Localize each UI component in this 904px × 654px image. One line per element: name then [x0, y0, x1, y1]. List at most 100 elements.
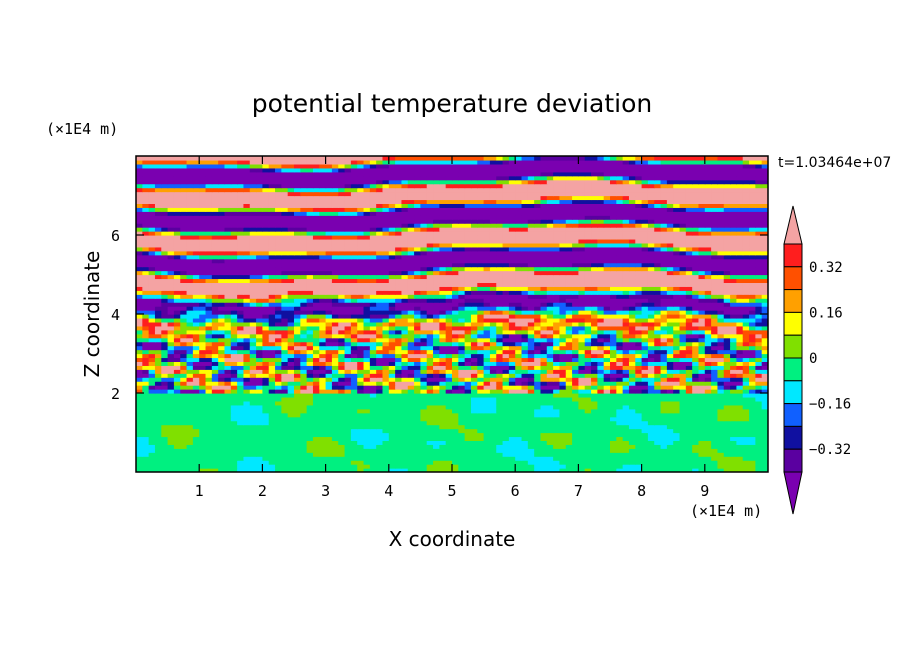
- field-cell: [180, 428, 188, 434]
- field-cell: [256, 345, 263, 351]
- field-cell: [382, 321, 390, 327]
- field-cell: [730, 325, 737, 331]
- field-cell: [458, 274, 466, 280]
- field-cell: [565, 412, 573, 418]
- field-cell: [363, 294, 371, 299]
- field-cell: [275, 456, 282, 461]
- field-cell: [338, 408, 346, 414]
- field-cell: [161, 361, 169, 366]
- field-cell: [256, 468, 263, 472]
- field-cell: [148, 452, 156, 457]
- field-cell: [685, 428, 693, 434]
- field-cell: [553, 306, 561, 311]
- field-cell: [382, 424, 390, 430]
- field-cell: [161, 345, 169, 351]
- field-cell: [673, 294, 681, 299]
- field-cell: [584, 400, 592, 406]
- field-cell: [628, 436, 636, 441]
- field-cell: [489, 377, 497, 382]
- field-cell: [173, 337, 181, 343]
- field-cell: [723, 385, 731, 390]
- field-cell: [628, 428, 636, 434]
- field-cell: [521, 345, 529, 351]
- field-cell: [489, 393, 497, 398]
- field-cell: [711, 460, 719, 465]
- field-cell: [730, 314, 737, 319]
- field-cell: [508, 456, 516, 461]
- field-cell: [666, 393, 674, 398]
- field-cell: [628, 456, 636, 461]
- field-cell: [230, 436, 238, 441]
- field-cell: [673, 278, 681, 283]
- field-cell: [205, 345, 213, 351]
- field-cell: [742, 298, 750, 303]
- field-cell: [319, 365, 327, 370]
- field-cell: [654, 404, 662, 410]
- field-cell: [616, 428, 624, 434]
- field-cell: [350, 353, 358, 359]
- field-cell: [452, 404, 459, 410]
- field-cell: [578, 393, 586, 398]
- field-cell: [325, 385, 333, 390]
- field-cell: [673, 381, 681, 386]
- field-cell: [698, 274, 706, 280]
- field-cell: [508, 377, 516, 382]
- field-cell: [452, 444, 459, 449]
- field-cell: [268, 460, 276, 465]
- field-cell: [445, 317, 453, 323]
- field-cell: [553, 302, 561, 307]
- field-cell: [470, 286, 478, 291]
- field-cell: [357, 333, 365, 339]
- field-cell: [685, 286, 693, 291]
- field-cell: [723, 396, 731, 402]
- field-cell: [154, 294, 162, 299]
- field-cell: [458, 464, 466, 469]
- field-cell: [458, 341, 466, 347]
- field-cell: [281, 286, 289, 291]
- field-cell: [357, 361, 365, 366]
- field-cell: [540, 286, 548, 291]
- field-cell: [597, 468, 605, 472]
- field-cell: [730, 353, 737, 359]
- field-cell: [300, 294, 308, 299]
- field-cell: [300, 420, 308, 426]
- field-cell: [610, 385, 617, 390]
- field-cell: [755, 389, 763, 394]
- field-cell: [445, 428, 453, 434]
- field-cell: [161, 306, 169, 311]
- field-cell: [237, 333, 245, 339]
- field-cell: [685, 306, 693, 311]
- field-cell: [439, 377, 447, 382]
- field-cell: [325, 432, 333, 438]
- field-cell: [464, 432, 472, 438]
- field-cell: [338, 444, 346, 449]
- field-cell: [256, 377, 263, 382]
- field-cell: [186, 341, 194, 347]
- field-cell: [275, 302, 282, 307]
- field-cell: [508, 428, 516, 434]
- field-cell: [136, 345, 143, 351]
- field-cell: [300, 452, 308, 457]
- field-cell: [249, 464, 257, 469]
- field-cell: [275, 385, 282, 390]
- field-cell: [742, 436, 750, 441]
- field-cell: [180, 396, 188, 402]
- field-cell: [344, 337, 352, 343]
- field-cell: [142, 400, 150, 406]
- field-cell: [483, 460, 491, 465]
- field-cell: [736, 317, 744, 323]
- field-cell: [154, 310, 162, 315]
- field-cell: [148, 317, 156, 323]
- field-cell: [628, 345, 636, 351]
- field-cell: [382, 290, 390, 295]
- field-cell: [755, 357, 763, 362]
- field-cell: [470, 393, 478, 398]
- field-cell: [553, 464, 561, 469]
- field-cell: [666, 396, 674, 402]
- field-cell: [414, 321, 421, 327]
- field-cell: [294, 420, 301, 426]
- field-cell: [565, 353, 573, 359]
- field-cell: [730, 333, 737, 339]
- field-cell: [414, 278, 421, 283]
- field-cell: [224, 353, 232, 359]
